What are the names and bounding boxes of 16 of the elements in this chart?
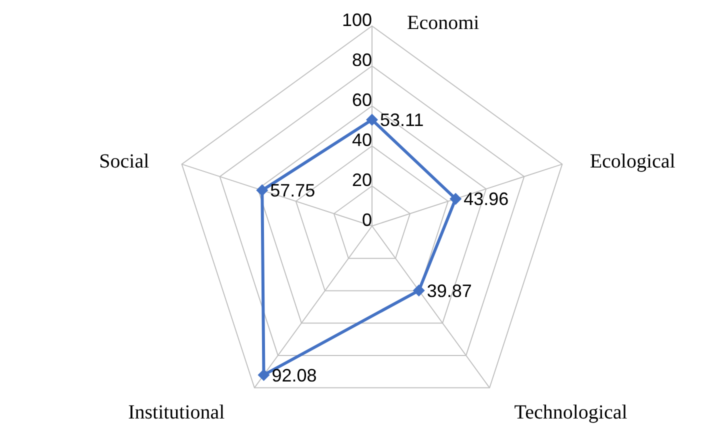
- y-tick-label: 0: [362, 210, 372, 230]
- y-tick-label: 100: [342, 10, 372, 30]
- spoke-label: Institutional: [128, 401, 226, 424]
- spoke-label: Technological: [514, 401, 628, 424]
- y-tick-label: 40: [352, 130, 372, 150]
- spoke-label: Economi: [407, 12, 480, 34]
- data-label: 53.11: [380, 110, 424, 130]
- y-tick-label: 20: [352, 170, 372, 190]
- spoke-label: Ecological: [590, 150, 676, 173]
- data-label: 43.96: [464, 189, 509, 210]
- y-tick-label: 80: [352, 50, 372, 70]
- y-tick-label: 60: [352, 90, 372, 110]
- data-label: 39.87: [426, 280, 472, 301]
- spoke-label: Social: [99, 150, 150, 173]
- data-label: 57.75: [270, 180, 316, 201]
- data-label: 92.08: [272, 365, 317, 386]
